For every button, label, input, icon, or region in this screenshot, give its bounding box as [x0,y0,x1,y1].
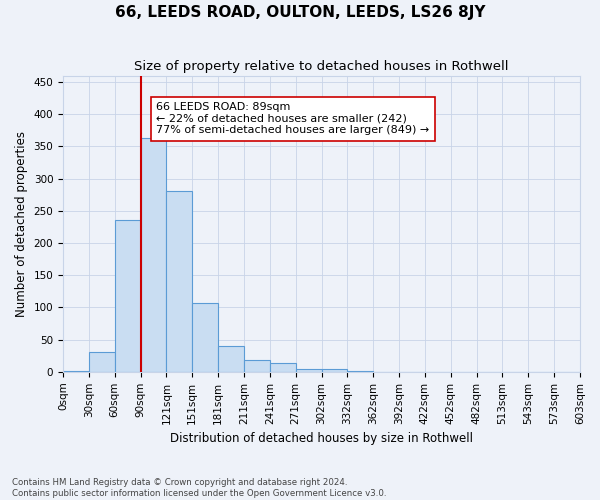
Title: Size of property relative to detached houses in Rothwell: Size of property relative to detached ho… [134,60,509,73]
Bar [218,346,244,372]
Bar [192,303,218,372]
Bar [166,192,192,372]
Y-axis label: Number of detached properties: Number of detached properties [15,130,28,316]
Text: Contains HM Land Registry data © Crown copyright and database right 2024.
Contai: Contains HM Land Registry data © Crown c… [12,478,386,498]
Bar [322,368,347,372]
Bar [347,370,373,372]
Bar [115,220,140,372]
Bar [296,368,322,372]
Bar [89,352,115,372]
Text: 66, LEEDS ROAD, OULTON, LEEDS, LS26 8JY: 66, LEEDS ROAD, OULTON, LEEDS, LS26 8JY [115,5,485,20]
Bar [63,370,89,372]
Text: 66 LEEDS ROAD: 89sqm
← 22% of detached houses are smaller (242)
77% of semi-deta: 66 LEEDS ROAD: 89sqm ← 22% of detached h… [156,102,430,136]
Bar [244,360,270,372]
Bar [140,138,166,372]
X-axis label: Distribution of detached houses by size in Rothwell: Distribution of detached houses by size … [170,432,473,445]
Bar [270,364,296,372]
